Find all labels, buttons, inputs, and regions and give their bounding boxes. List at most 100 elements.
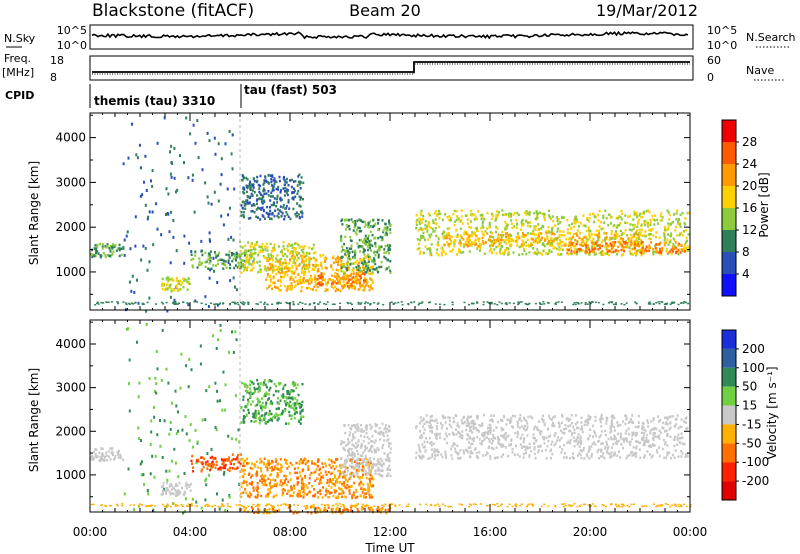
range-cell <box>471 231 474 234</box>
range-cell <box>357 272 360 275</box>
range-cell <box>359 285 362 288</box>
range-cell <box>568 224 571 227</box>
range-cell <box>648 249 651 253</box>
range-cell <box>225 253 228 256</box>
range-cell <box>273 269 276 272</box>
range-cell <box>243 382 246 386</box>
range-cell <box>269 402 272 405</box>
range-cell <box>512 251 515 254</box>
range-cell <box>470 226 472 229</box>
range-cell <box>280 249 283 252</box>
range-cell <box>346 443 349 446</box>
range-cell <box>340 239 343 243</box>
range-cell <box>259 419 261 422</box>
range-cell <box>260 469 263 473</box>
range-cell <box>366 302 369 304</box>
range-cell <box>538 237 541 241</box>
range-cell <box>268 412 271 415</box>
range-cell <box>359 454 362 457</box>
range-cell <box>491 244 494 248</box>
range-cell <box>532 247 535 250</box>
range-cell <box>369 470 372 474</box>
range-cell <box>370 249 372 252</box>
range-cell <box>250 493 253 496</box>
range-cell <box>271 401 274 405</box>
range-cell <box>384 508 387 512</box>
range-cell <box>137 395 140 399</box>
range-cell <box>418 217 421 220</box>
range-cell <box>191 178 194 182</box>
range-cell <box>294 283 297 287</box>
range-cell <box>276 201 279 204</box>
range-cell <box>477 239 480 243</box>
range-cell <box>242 303 245 306</box>
range-cell <box>337 288 340 292</box>
range-cell <box>259 184 262 188</box>
range-cell <box>294 409 297 413</box>
range-cell <box>174 484 177 487</box>
range-cell <box>652 438 655 442</box>
range-cell <box>437 213 440 216</box>
range-cell <box>389 442 392 445</box>
range-cell <box>367 267 370 270</box>
range-cell <box>681 248 683 251</box>
range-cell <box>276 467 279 471</box>
range-cell <box>453 209 456 213</box>
range-cell <box>109 458 112 461</box>
range-cell <box>441 253 443 257</box>
range-cell <box>598 209 601 213</box>
range-cell <box>277 462 280 466</box>
range-cell <box>290 509 293 513</box>
range-cell <box>254 495 257 499</box>
range-cell <box>348 224 351 228</box>
range-cell <box>604 209 607 213</box>
range-cell <box>222 302 225 304</box>
range-cell <box>214 303 217 306</box>
range-cell <box>272 506 275 509</box>
range-cell <box>556 219 559 223</box>
range-cell <box>442 249 445 252</box>
range-cell <box>329 278 331 281</box>
range-cell <box>338 473 341 476</box>
range-cell <box>175 284 178 287</box>
range-cell <box>633 210 636 214</box>
range-cell <box>673 301 676 304</box>
range-cell <box>594 241 597 245</box>
range-cell <box>341 471 344 474</box>
range-cell <box>673 245 676 248</box>
range-cell <box>123 492 126 496</box>
range-cell <box>243 204 246 207</box>
range-cell <box>302 483 305 486</box>
range-cell <box>213 303 216 305</box>
range-cell <box>118 254 121 258</box>
range-cell <box>201 168 204 172</box>
range-cell <box>335 268 338 272</box>
range-cell <box>258 260 261 263</box>
range-cell <box>558 439 561 442</box>
range-cell <box>372 219 375 222</box>
range-cell <box>629 252 632 256</box>
range-cell <box>301 271 304 275</box>
range-cell <box>470 209 473 213</box>
range-cell <box>244 405 247 408</box>
range-cell <box>507 236 510 239</box>
range-cell <box>370 450 373 453</box>
range-cell <box>215 347 218 350</box>
range-cell <box>107 301 110 304</box>
range-cell <box>270 266 273 269</box>
range-cell <box>428 234 431 237</box>
range-cell <box>329 480 332 483</box>
range-cell <box>292 303 295 305</box>
range-cell <box>98 451 101 455</box>
range-cell <box>435 222 438 226</box>
range-cell <box>170 144 173 148</box>
range-cell <box>385 511 388 515</box>
range-cell <box>237 303 240 306</box>
range-cell <box>245 267 248 270</box>
range-cell <box>516 241 519 244</box>
range-cell <box>323 257 326 261</box>
range-cell <box>535 210 538 213</box>
range-cell <box>418 238 421 242</box>
range-cell <box>242 418 245 421</box>
range-cell <box>240 406 243 410</box>
